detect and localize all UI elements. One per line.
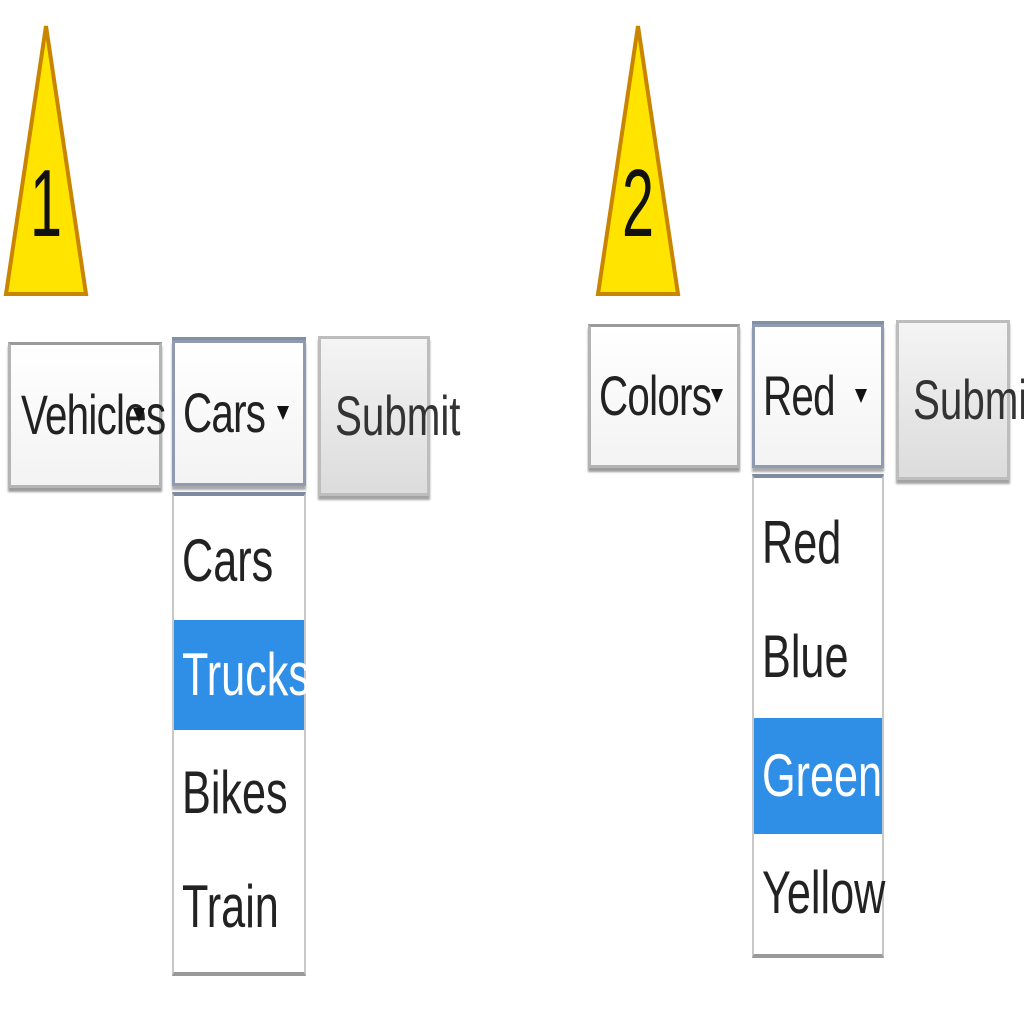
- step-2-number: 2: [622, 149, 654, 257]
- color-dropdown-list: Red Blue Green Yellow: [752, 474, 886, 958]
- option-green[interactable]: Green: [754, 718, 882, 834]
- option-trucks[interactable]: Trucks: [174, 620, 310, 730]
- option-cars[interactable]: Cars: [174, 506, 304, 616]
- submit-button-1-label: Submit: [335, 384, 461, 447]
- option-label: Yellow: [762, 859, 886, 926]
- submit-button-2[interactable]: Submit: [896, 320, 1024, 480]
- step-1-number: 1: [30, 149, 62, 257]
- option-red[interactable]: Red: [754, 488, 882, 598]
- color-select[interactable]: Red: [752, 324, 884, 468]
- dropdown-arrow-icon: [711, 389, 723, 403]
- submit-button-1[interactable]: Submit: [318, 336, 460, 496]
- warning-triangle-icon: 1: [3, 25, 89, 296]
- option-bikes[interactable]: Bikes: [174, 738, 304, 848]
- step-2-marker: 2: [594, 22, 682, 300]
- vehicle-type-select[interactable]: Cars: [172, 340, 306, 486]
- option-blue[interactable]: Blue: [754, 602, 882, 712]
- dropdown-arrow-icon: [277, 406, 289, 420]
- vehicle-type-dropdown-list: Cars Trucks Bikes Train: [172, 492, 310, 976]
- option-label: Blue: [762, 623, 849, 690]
- vehicles-category-select[interactable]: Vehicles: [8, 342, 166, 488]
- step-1-marker: 1: [2, 22, 90, 300]
- option-train[interactable]: Train: [174, 852, 304, 962]
- colors-category-select-value: Colors: [599, 364, 712, 427]
- option-label: Trucks: [182, 641, 311, 708]
- vehicle-type-select-value: Cars: [183, 381, 266, 444]
- option-label: Train: [182, 873, 279, 940]
- option-label: Bikes: [182, 759, 288, 826]
- dropdown-arrow-icon: [855, 389, 867, 403]
- submit-button-2-label: Submit: [913, 368, 1024, 431]
- option-label: Cars: [182, 527, 274, 594]
- colors-category-select[interactable]: Colors: [588, 324, 740, 468]
- dropdown-arrow-icon: [133, 408, 145, 422]
- option-label: Green: [762, 742, 883, 809]
- option-label: Red: [762, 509, 842, 576]
- color-select-value: Red: [763, 364, 836, 427]
- warning-triangle-icon: 2: [595, 25, 681, 296]
- option-yellow[interactable]: Yellow: [754, 838, 886, 948]
